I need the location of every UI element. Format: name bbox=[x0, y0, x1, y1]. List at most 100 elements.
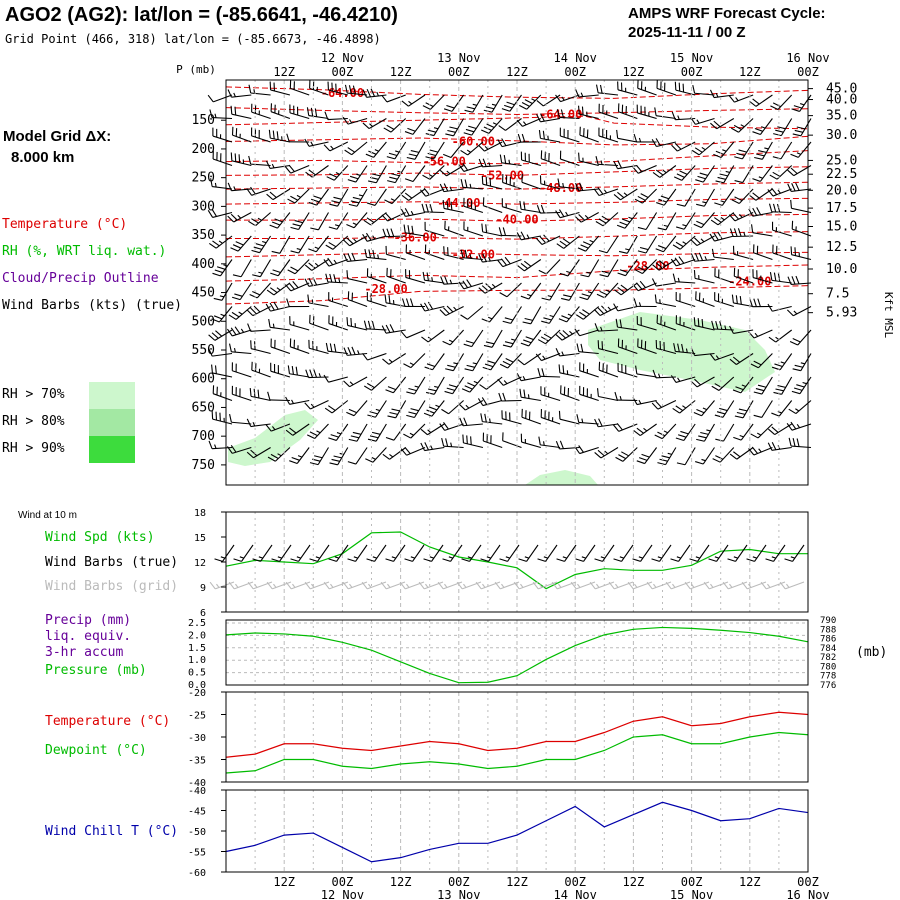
pressure-unit-label: (mb) bbox=[856, 645, 887, 660]
wind-barb bbox=[212, 259, 233, 277]
isotherm-label: -28.00 bbox=[364, 282, 407, 296]
wind-barb bbox=[769, 165, 793, 180]
temperature-isotherm bbox=[225, 197, 809, 205]
wind-barb bbox=[752, 269, 773, 284]
wind-barb bbox=[501, 94, 522, 112]
wind-barb bbox=[362, 118, 387, 130]
wind-barb bbox=[710, 212, 735, 226]
wind-barb bbox=[499, 154, 522, 167]
wind-barb bbox=[594, 323, 619, 332]
wind-barb bbox=[383, 118, 407, 133]
wind-barb bbox=[558, 364, 580, 378]
top-hour-tick-label: 00Z bbox=[681, 65, 703, 79]
wind-barb bbox=[445, 118, 465, 137]
wind-barb bbox=[498, 392, 522, 402]
wind-barb bbox=[382, 447, 407, 460]
wind-barb bbox=[343, 376, 368, 388]
wind-barb-true bbox=[385, 544, 406, 562]
wind-barb bbox=[227, 212, 252, 223]
temperature-tick-label: -35 bbox=[188, 756, 206, 767]
wind-barb bbox=[753, 376, 773, 395]
wind-barb bbox=[423, 400, 445, 417]
wind-barb bbox=[460, 249, 483, 261]
wind-barb bbox=[460, 179, 483, 190]
wind-barb bbox=[636, 104, 657, 120]
wind-barb bbox=[594, 447, 619, 459]
wind-barb bbox=[366, 268, 387, 284]
wind-barb bbox=[672, 400, 696, 414]
wind-barb bbox=[714, 268, 734, 284]
pressure-tick-label-right: 790 bbox=[820, 616, 836, 626]
wind-barb bbox=[439, 305, 464, 317]
legend-rh80-swatch bbox=[89, 409, 135, 436]
height-tick-label: 10.0 bbox=[826, 262, 857, 277]
wind-barb bbox=[771, 221, 792, 237]
wind-barb bbox=[441, 437, 464, 449]
wind-barb bbox=[422, 94, 445, 110]
wind-barb bbox=[577, 235, 600, 252]
wind-barb bbox=[519, 388, 541, 402]
wind-barb bbox=[729, 447, 754, 460]
wind-barb bbox=[791, 376, 812, 395]
wind-barb bbox=[346, 317, 368, 331]
wind-barb bbox=[400, 208, 426, 217]
wind-barb bbox=[676, 188, 696, 207]
wind-barb bbox=[289, 104, 310, 120]
wind-barb bbox=[616, 129, 638, 143]
pressure-axis-title: P (mb) bbox=[176, 63, 216, 76]
wind-barb-grid bbox=[741, 581, 767, 590]
wind-barb bbox=[598, 235, 619, 254]
wind-barb bbox=[769, 272, 792, 284]
height-tick-label: 22.5 bbox=[826, 167, 857, 182]
wind-barb bbox=[463, 197, 484, 214]
wind-barb bbox=[772, 141, 793, 160]
wind-barb-true bbox=[404, 544, 425, 562]
wind-barb bbox=[481, 223, 503, 237]
wind-barbs-true-label: Wind Barbs (true) bbox=[45, 555, 179, 570]
temperature-line bbox=[225, 711, 809, 758]
height-tick-label: 15.0 bbox=[826, 219, 857, 234]
pressure-tick-label-right: 776 bbox=[820, 681, 836, 691]
wind-barb bbox=[482, 353, 503, 371]
wind-barb bbox=[599, 259, 619, 278]
wind-barb bbox=[270, 362, 291, 378]
wind-barb bbox=[441, 400, 464, 415]
wind-barb bbox=[576, 414, 599, 425]
wind-barb bbox=[213, 282, 233, 301]
wind-barb bbox=[381, 94, 406, 103]
wind-barb bbox=[541, 282, 561, 301]
wind-barb bbox=[230, 105, 252, 120]
wind-barb bbox=[672, 273, 696, 284]
wind-barb-true bbox=[594, 544, 615, 562]
model-grid-value: 8.000 km bbox=[11, 149, 75, 166]
wind-barb bbox=[613, 423, 638, 432]
wind-barb bbox=[535, 352, 561, 362]
wind-barb bbox=[657, 212, 677, 231]
wind-barb bbox=[270, 103, 291, 120]
wind-barb bbox=[655, 235, 677, 253]
wind-barb bbox=[384, 188, 407, 205]
wind-barb bbox=[212, 150, 233, 167]
wind-barb-true bbox=[366, 544, 387, 562]
wind-barb bbox=[538, 259, 561, 275]
wind-barb bbox=[425, 118, 445, 137]
wind-barb bbox=[405, 269, 426, 284]
wind-barb bbox=[656, 314, 677, 331]
legend-rh70-swatch bbox=[89, 382, 135, 409]
grid-point-label: Grid Point (466, 318) lat/lon = (-85.667… bbox=[5, 32, 381, 46]
pressure-tick-label-right: 788 bbox=[820, 625, 836, 635]
wind-barb bbox=[520, 151, 541, 167]
wind-barb bbox=[595, 156, 619, 167]
wind-barb bbox=[364, 248, 387, 261]
wind-barb bbox=[406, 400, 426, 419]
wind-barb bbox=[578, 152, 599, 167]
wind-barb bbox=[212, 127, 233, 143]
top-hour-tick-label: 12Z bbox=[273, 65, 295, 79]
wind-barb-true bbox=[689, 544, 710, 562]
wind-barb bbox=[674, 81, 696, 96]
height-tick-label: 35.0 bbox=[826, 109, 857, 124]
wind-barb bbox=[362, 352, 387, 361]
top-date-tick-label: 13 Nov bbox=[437, 51, 480, 65]
wind-barb bbox=[246, 418, 271, 428]
wind-barb bbox=[732, 376, 754, 394]
